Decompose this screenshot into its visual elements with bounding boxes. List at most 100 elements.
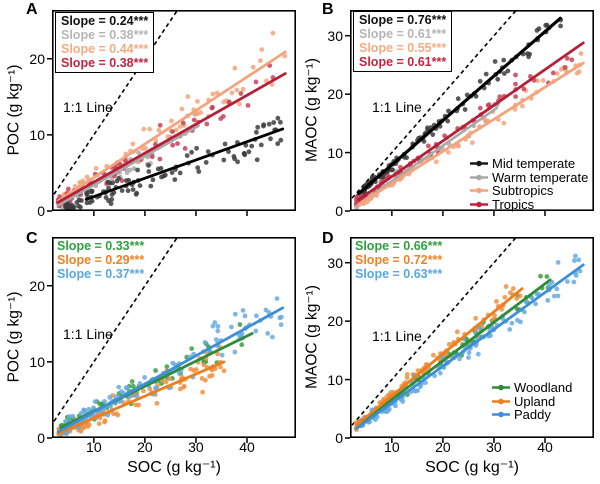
legend-item: Mid temperate <box>470 156 588 172</box>
panel-c-plot <box>47 237 296 443</box>
slope-annotation: Slope = 0.38*** <box>61 28 149 42</box>
y-tick-label: 0 <box>335 430 343 446</box>
panel-frame <box>350 10 594 211</box>
scatter-points-paddy <box>60 296 284 436</box>
panel-b-plot <box>345 10 594 216</box>
y-tick-label: 30 <box>327 27 343 44</box>
y-tick-label: 0 <box>37 430 45 446</box>
legend-item: Subtropics <box>470 183 588 199</box>
legend-marker-icon <box>470 187 488 194</box>
legend-label: Mid temperate <box>492 156 576 172</box>
y-tick-label: 10 <box>29 353 45 370</box>
regression-line-upland <box>56 360 226 436</box>
x-tick-label: 30 <box>486 439 502 455</box>
data-layer <box>351 11 585 210</box>
legend-label: Paddy <box>514 407 551 423</box>
y-tick-label: 20 <box>327 86 343 103</box>
regression-line-tropics <box>56 72 287 204</box>
data-layer <box>351 238 585 433</box>
y-tick-label: 10 <box>327 371 343 388</box>
panel-a-plot <box>47 10 296 216</box>
x-axis-title-right: SOC (g kg⁻¹) <box>425 459 519 476</box>
slope-annotations: Slope = 0.76*** Slope = 0.61*** Slope = 0.… <box>353 11 453 72</box>
legend-item: Woodland <box>492 380 573 396</box>
y-tick-label: 0 <box>335 203 343 219</box>
regression-line-upland <box>354 287 524 427</box>
panel-label-d: D <box>322 230 334 247</box>
legend-marker-icon <box>492 398 510 405</box>
slope-annotations: Slope = 0.33*** Slope = 0.29*** Slope = 0.… <box>57 239 144 281</box>
panel-label-b: B <box>322 1 334 18</box>
slope-annotations: Slope = 0.66*** Slope = 0.72*** Slope = 0.… <box>355 239 442 281</box>
slope-annotation: Slope = 0.76*** <box>359 13 447 27</box>
x-tick-label: 20 <box>137 439 153 455</box>
one-to-one-label: 1:1 Line <box>63 326 113 342</box>
slope-annotation: Slope = 0.37*** <box>57 267 145 281</box>
panel-frame <box>52 10 296 211</box>
one-to-one-line <box>53 11 178 195</box>
x-tick-label: 30 <box>188 439 204 455</box>
legend-marker-icon <box>470 174 488 181</box>
y-tick-label: 0 <box>37 203 45 219</box>
legend: Mid temperate Warm temperate Subtropics Tro… <box>470 156 589 212</box>
slope-annotation: Slope = 0.44*** <box>61 42 149 56</box>
y-tick-label: 10 <box>327 144 343 161</box>
legend: Woodland Upland Paddy <box>492 380 573 423</box>
legend-item: Warm temperate <box>470 169 589 185</box>
one-to-one-label: 1:1 Line <box>372 328 422 344</box>
slope-annotation: Slope = 0.24*** <box>61 14 149 28</box>
regression-line-subtropics <box>56 50 287 203</box>
regression-line-subtropics <box>357 61 585 206</box>
legend-label: Upland <box>514 393 556 409</box>
panel-label-c: C <box>26 230 38 247</box>
slope-annotations: Slope = 0.24*** Slope = 0.38*** Slope = 0.… <box>55 12 155 73</box>
x-tick-label: 40 <box>537 439 553 455</box>
slope-annotation: Slope = 0.55*** <box>359 41 447 55</box>
regression-line-tropics <box>357 41 585 202</box>
legend-item: Paddy <box>492 407 572 423</box>
one-to-one-line <box>351 11 517 199</box>
regression-line-mid-temperate <box>357 16 562 196</box>
data-layer <box>53 11 288 210</box>
panel-label-a: A <box>26 1 38 18</box>
slope-annotation: Slope = 0.61*** <box>359 55 447 69</box>
regression-line-paddy <box>56 306 285 434</box>
legend-marker-icon <box>470 201 488 208</box>
legend-item: Tropics <box>470 196 588 212</box>
legend-item: Upland <box>492 393 572 409</box>
slope-annotation: Slope = 0.33*** <box>57 239 145 253</box>
regression-line-woodland <box>357 278 552 426</box>
one-to-one-line <box>351 238 517 426</box>
slope-annotation: Slope = 0.66*** <box>355 239 443 253</box>
y-tick-label: 30 <box>327 254 343 271</box>
slope-annotation: Slope = 0.29*** <box>57 253 145 267</box>
slope-annotation: Slope = 0.61*** <box>359 27 447 41</box>
legend-marker-icon <box>470 160 488 167</box>
x-tick-label: 10 <box>384 439 400 455</box>
one-to-one-label: 1:1 Line <box>372 99 422 115</box>
one-to-one-line <box>53 238 178 422</box>
slope-annotation: Slope = 0.63*** <box>355 267 443 281</box>
legend-marker-icon <box>492 384 510 391</box>
slope-annotation: Slope = 0.38*** <box>61 56 149 70</box>
slope-annotation: Slope = 0.72*** <box>355 253 443 267</box>
legend-label: Subtropics <box>492 183 554 199</box>
x-tick-label: 40 <box>239 439 255 455</box>
panel-frame <box>350 237 594 438</box>
panel-d-plot <box>345 237 594 443</box>
data-layer <box>53 238 285 437</box>
x-tick-label: 10 <box>86 439 102 455</box>
legend-label: Warm temperate <box>492 169 589 185</box>
legend-label: Woodland <box>514 380 573 396</box>
x-axis-title-left: SOC (g kg⁻¹) <box>127 459 221 476</box>
x-tick-label: 20 <box>435 439 451 455</box>
y-tick-label: 20 <box>327 313 343 330</box>
panel-frame <box>52 237 296 438</box>
legend-marker-icon <box>492 411 510 418</box>
regression-line-warm-temperate <box>56 124 200 207</box>
y-tick-label: 20 <box>29 50 45 67</box>
regression-line-paddy <box>354 263 585 431</box>
legend-label: Tropics <box>492 196 535 212</box>
one-to-one-label: 1:1 Line <box>63 99 113 115</box>
